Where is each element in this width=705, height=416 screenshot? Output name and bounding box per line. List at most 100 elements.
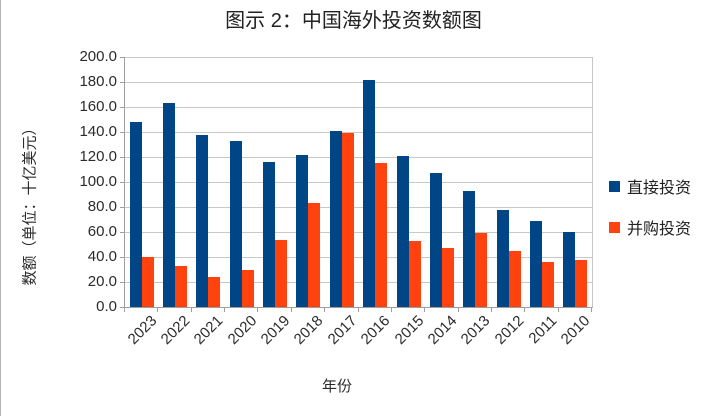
x-tick-label: 2018 [291,312,327,348]
bar-直接投资-2023 [129,122,142,307]
bar-直接投资-2011 [529,220,542,307]
x-tick-label: 2019 [257,312,294,348]
x-tick-mark [157,308,159,312]
bar-并购投资-2017 [341,133,354,307]
x-tick-mark [557,308,559,312]
gridline [125,282,592,283]
gridline [125,182,592,183]
y-tick-label: 160.0 [79,98,117,115]
gridline [125,257,592,258]
bar-直接投资-2010 [563,232,576,307]
y-tick-label: 200.0 [79,48,117,65]
y-tick-mark [120,232,124,233]
gridline [125,107,592,108]
y-tick-mark [120,182,124,183]
legend-label: 并购投资 [627,221,692,238]
legend-swatch-ma-investment-icon [609,221,620,233]
bar-直接投资-2021 [196,134,209,307]
x-tick-label: 2013 [457,312,494,348]
bar-直接投资-2016 [363,79,376,307]
legend-item-direct-investment: 直接投资 [609,174,691,198]
gridline [125,207,592,208]
bar-并购投资-2012 [508,250,521,307]
gridline [125,157,592,158]
gridline [125,57,592,58]
bar-直接投资-2015 [396,155,409,307]
x-tick-mark [124,308,125,312]
bar-并购投资-2010 [575,259,588,307]
x-tick-label: 2017 [324,312,361,348]
bar-并购投资-2020 [241,269,254,307]
x-tick-mark [257,308,259,312]
x-tick-label: 2020 [224,312,261,348]
x-tick-label: 2014 [424,312,461,348]
gridline [125,132,592,133]
y-tick-mark [120,107,124,108]
bar-并购投资-2015 [408,240,421,307]
bar-并购投资-2018 [308,203,321,307]
bar-直接投资-2022 [163,103,176,307]
y-tick-label: 180.0 [79,73,117,90]
x-tick-label: 2023 [124,312,160,348]
x-tick-mark [290,308,292,312]
bar-并购投资-2022 [175,265,188,307]
x-tick-mark [490,308,492,312]
plot-area [124,57,593,308]
y-tick-mark [120,207,124,208]
bar-并购投资-2016 [375,163,388,307]
chart-title: 图示 2：中国海外投资数额图 [225,10,482,32]
bar-并购投资-2014 [441,248,454,307]
x-tick-mark [524,308,526,312]
y-tick-label: 140.0 [79,123,117,140]
y-tick-label: 80.0 [87,198,117,215]
legend-swatch-direct-investment-icon [609,180,620,192]
gridline [125,232,592,233]
y-tick-mark [120,282,124,283]
x-tick-mark [591,308,592,312]
y-tick-label: 60.0 [87,223,117,240]
x-tick-mark [224,308,226,312]
bar-直接投资-2013 [463,190,476,307]
bar-并购投资-2013 [475,233,488,307]
x-tick-label: 2011 [525,312,561,348]
bar-直接投资-2012 [496,209,509,307]
y-tick-mark [120,257,124,258]
bar-直接投资-2018 [296,154,309,307]
x-tick-label: 2010 [558,312,594,348]
bar-直接投资-2019 [263,162,276,307]
y-tick-label: 100.0 [79,173,117,190]
y-tick-mark [120,307,124,308]
y-tick-mark [120,157,124,158]
y-tick-mark [120,82,124,83]
x-tick-mark [357,308,359,312]
bar-并购投资-2011 [541,262,554,307]
y-tick-label: 120.0 [79,148,117,165]
x-tick-mark [390,308,392,312]
bar-直接投资-2014 [429,173,442,307]
bar-并购投资-2021 [208,277,221,307]
bar-直接投资-2017 [329,130,342,307]
legend-item-ma-investment: 并购投资 [609,215,691,239]
x-tick-label: 2012 [491,312,527,348]
y-tick-mark [120,57,124,58]
x-tick-label: 2021 [191,312,227,348]
y-tick-mark [120,132,124,133]
x-tick-mark [190,308,192,312]
y-axis-title: 数额（单位：十亿美元） [21,120,39,286]
x-tick-label: 2022 [157,312,194,348]
legend-label: 直接投资 [627,180,692,197]
bar-直接投资-2020 [229,140,242,307]
y-tick-label: 20.0 [87,273,117,290]
bar-并购投资-2019 [275,239,288,307]
x-tick-label: 2015 [391,312,427,348]
y-tick-label: 40.0 [87,248,117,265]
x-tick-label: 2016 [357,312,394,348]
legend: 直接投资 并购投资 [609,174,691,256]
gridline [125,82,592,83]
x-tick-mark [424,308,426,312]
bar-并购投资-2023 [141,257,154,307]
x-axis-title: 年份 [321,378,352,395]
x-tick-mark [457,308,459,312]
y-tick-label: 0.0 [96,298,117,315]
